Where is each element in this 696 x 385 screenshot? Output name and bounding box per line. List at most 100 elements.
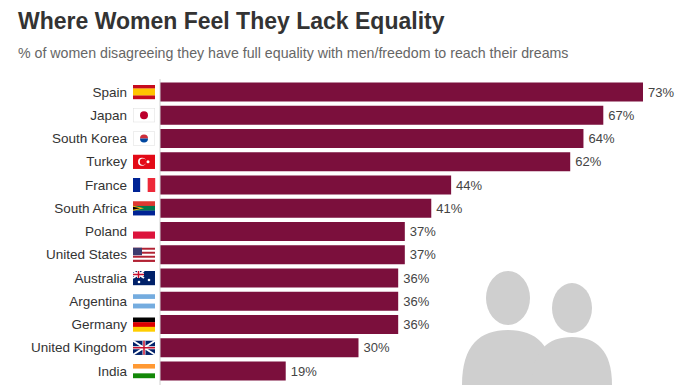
- bar: [160, 362, 286, 381]
- flag-emblem: [133, 248, 142, 256]
- flag-border: [133, 132, 155, 146]
- flag-emblem: [148, 279, 151, 282]
- flag: [133, 318, 155, 332]
- category-label: France: [85, 178, 127, 193]
- flag-emblem: [133, 271, 144, 278]
- flag-stripe: [133, 85, 155, 89]
- silhouette-body: [532, 337, 612, 385]
- bars: [160, 83, 643, 381]
- page: {"chart_data": {"type": "bar", "orientat…: [0, 0, 696, 385]
- flag: [133, 108, 155, 122]
- data-label: 67%: [608, 108, 634, 123]
- data-label: 36%: [403, 317, 429, 332]
- flag-emblem: [133, 341, 155, 355]
- flag-stripe: [133, 327, 155, 332]
- data-label: 62%: [575, 154, 601, 169]
- flag-stripe: [133, 232, 155, 239]
- data-label: 44%: [456, 178, 482, 193]
- category-label: Japan: [90, 108, 127, 123]
- chart-svg: Where Women Feel They Lack Equality% of …: [0, 0, 696, 385]
- flag-emblem: [133, 206, 144, 211]
- bar: [160, 83, 643, 102]
- data-label: 19%: [291, 364, 317, 379]
- flag: [133, 294, 155, 308]
- flag-stripe: [133, 341, 155, 355]
- bar: [160, 315, 398, 334]
- bar: [160, 292, 398, 311]
- flag-stripe: [133, 211, 155, 216]
- flag: [133, 341, 155, 355]
- flag: [133, 132, 155, 146]
- axis-line: [160, 79, 161, 385]
- flag: [133, 201, 155, 215]
- flag-stripe: [133, 178, 141, 192]
- flag-emblem: [133, 341, 155, 355]
- flag-stripe: [133, 96, 155, 100]
- category-label: United States: [46, 247, 127, 262]
- data-label: 37%: [410, 224, 436, 239]
- flag-stripe: [140, 178, 148, 192]
- flag-stripe: [133, 225, 155, 232]
- flag: [133, 225, 155, 239]
- flags: [133, 85, 155, 378]
- flag: [133, 155, 155, 169]
- flag-stripe: [133, 206, 155, 211]
- category-labels: SpainJapanSouth KoreaTurkeyFranceSouth A…: [31, 85, 128, 379]
- flag: [133, 271, 155, 285]
- flag-emblem: [133, 271, 144, 278]
- flag: [133, 85, 155, 99]
- flag-stripe: [133, 294, 155, 299]
- flag-stripe: [133, 364, 155, 369]
- silhouette-head: [486, 271, 530, 325]
- bar: [160, 106, 603, 125]
- flag-emblem: [138, 281, 141, 284]
- flag-emblem: [133, 341, 155, 355]
- category-label: Australia: [74, 271, 127, 286]
- flag-stripe: [133, 256, 155, 258]
- flag-emblem: [140, 111, 148, 119]
- flag-stripe: [133, 108, 155, 122]
- bar: [160, 222, 405, 241]
- flag-emblem: [138, 158, 146, 166]
- bar: [160, 269, 398, 288]
- flag-emblem: [133, 207, 140, 210]
- flag-stripe: [133, 201, 155, 206]
- silhouettes: [462, 271, 612, 385]
- flag-stripe: [133, 318, 155, 323]
- data-label: 36%: [403, 294, 429, 309]
- flag-stripe: [133, 299, 155, 304]
- silhouette-head: [552, 283, 592, 333]
- flag-stripe: [133, 322, 155, 327]
- flag-stripe: [148, 178, 156, 192]
- data-label: 64%: [588, 131, 614, 146]
- flag-stripe: [133, 89, 155, 93]
- bar: [160, 176, 451, 195]
- category-label: India: [98, 364, 128, 379]
- flag-stripe: [133, 369, 155, 374]
- data-label: 37%: [410, 247, 436, 262]
- category-label: Spain: [92, 85, 127, 100]
- flag-emblem: [133, 271, 144, 278]
- category-label: Germany: [71, 317, 127, 332]
- flag: [133, 248, 155, 262]
- data-label: 41%: [436, 201, 462, 216]
- flag-stripe: [133, 271, 155, 285]
- category-label: Poland: [85, 224, 127, 239]
- category-label: Argentina: [69, 294, 127, 309]
- chart-root: Where Women Feel They Lack Equality% of …: [0, 0, 696, 385]
- category-label: South Korea: [52, 131, 128, 146]
- flag-emblem: [140, 159, 146, 165]
- flag: [133, 178, 155, 192]
- bar: [160, 199, 431, 218]
- flag-stripe: [133, 304, 155, 309]
- flag-emblem: [140, 135, 148, 139]
- flag-stripe: [133, 373, 155, 378]
- bar: [160, 245, 405, 264]
- category-label: United Kingdom: [31, 340, 127, 355]
- flag: [133, 364, 155, 378]
- bar: [160, 129, 583, 148]
- title: Where Women Feel They Lack Equality: [18, 8, 445, 34]
- data-label: 36%: [403, 271, 429, 286]
- data-labels: 73%67%64%62%44%41%37%37%36%36%36%30%19%: [291, 85, 675, 379]
- flag-border: [133, 109, 155, 123]
